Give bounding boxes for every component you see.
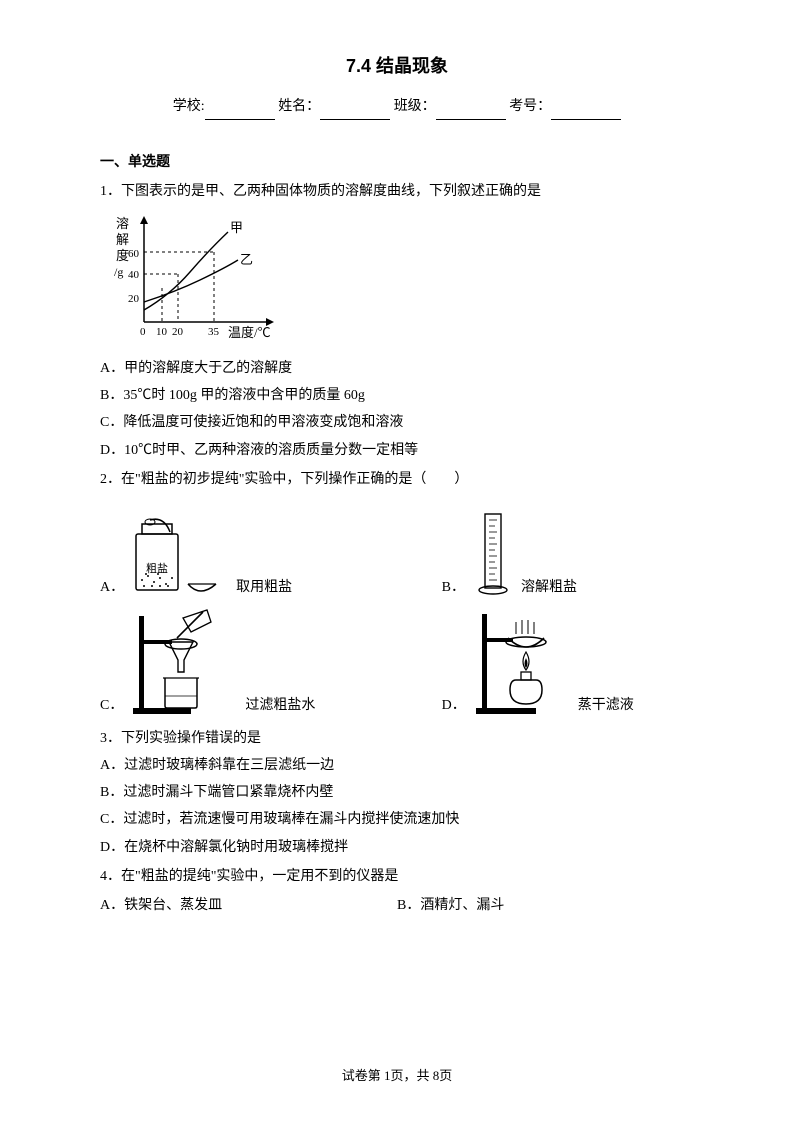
xtick-0: 0 (140, 326, 146, 338)
examno-label: 考号： (509, 99, 551, 114)
class-label: 班级： (394, 99, 436, 114)
y-label-1: 溶 (116, 216, 129, 231)
q3-opt-a: A．过滤时玻璃棒斜靠在三层滤纸一边 (100, 753, 694, 778)
q1-opt-b: B．35℃时 100g 甲的溶液中含甲的质量 60g (100, 383, 694, 408)
q2-c-caption: 过滤粗盐水 (245, 693, 315, 718)
q1-opt-a: A．甲的溶解度大于乙的溶解度 (100, 356, 694, 381)
name-label: 姓名： (278, 99, 320, 114)
solubility-chart: 溶 解 度 /g 60 40 20 0 10 20 35 (110, 210, 694, 350)
q4-stem: 4．在"粗盐的提纯"实验中，一定用不到的仪器是 (100, 864, 694, 889)
q2-c-label: C． (100, 693, 123, 718)
x-axis-label: 温度/℃ (228, 325, 271, 340)
class-blank (436, 102, 506, 120)
q2-b-caption: 溶解粗盐 (521, 575, 577, 600)
q3-opt-c: C．过滤时，若流速慢可用玻璃棒在漏斗内搅拌使流速加快 (100, 807, 694, 832)
school-label: 学校: (173, 99, 205, 114)
series-jia-label: 甲 (230, 220, 243, 235)
question-1: 1．下图表示的是甲、乙两种固体物质的溶解度曲线，下列叙述正确的是 溶 解 度 /… (100, 179, 694, 463)
q2-b-figure (471, 508, 515, 600)
y-arrow (140, 216, 148, 224)
q4-opt-a: A．铁架台、蒸发皿 (100, 893, 397, 918)
examno-blank (551, 102, 621, 120)
ytick-60: 60 (128, 248, 140, 260)
question-4: 4．在"粗盐的提纯"实验中，一定用不到的仪器是 A．铁架台、蒸发皿 B．酒精灯、… (100, 864, 694, 920)
q2-b-label: B． (442, 575, 465, 600)
school-blank (205, 102, 275, 120)
series-yi-label: 乙 (240, 252, 253, 267)
page-footer: 试卷第 1页，共 8页 (0, 1064, 794, 1087)
name-blank (320, 102, 390, 120)
q2-c-figure (129, 608, 239, 718)
q1-opt-d: D．10℃时甲、乙两种溶液的溶质质量分数一定相等 (100, 438, 694, 463)
xtick-20: 20 (172, 326, 184, 338)
q3-opt-d: D．在烧杯中溶解氯化钠时用玻璃棒搅拌 (100, 835, 694, 860)
question-3: 3．下列实验操作错误的是 A．过滤时玻璃棒斜靠在三层滤纸一边 B．过滤时漏斗下端… (100, 726, 694, 860)
xtick-10: 10 (156, 326, 168, 338)
ytick-40: 40 (128, 269, 140, 281)
section-1-heading: 一、单选题 (100, 150, 694, 175)
question-2: 2．在"粗盐的初步提纯"实验中，下列操作正确的是（ ） A． 粗盐 (100, 467, 694, 718)
q2-d-caption: 蒸干滤液 (578, 693, 634, 718)
q2-a-caption: 取用粗盐 (236, 575, 292, 600)
page-title: 7.4 结晶现象 (100, 50, 694, 82)
student-info-line: 学校: 姓名： 班级： 考号： (100, 94, 694, 119)
q2-d-label: D． (442, 693, 466, 718)
q1-opt-c: C．降低温度可使接近饱和的甲溶液变成饱和溶液 (100, 410, 694, 435)
q2-d-figure (472, 608, 572, 718)
q2-a-figure: 粗盐 (130, 518, 230, 600)
xtick-35: 35 (208, 326, 220, 338)
curve-yi (144, 260, 238, 302)
svg-text:粗盐: 粗盐 (146, 562, 168, 575)
y-unit: /g (114, 265, 123, 279)
q3-stem: 3．下列实验操作错误的是 (100, 726, 694, 751)
y-label-2: 解 (116, 232, 129, 247)
q2-a-label: A． (100, 575, 124, 600)
q3-opt-b: B．过滤时漏斗下端管口紧靠烧杯内壁 (100, 780, 694, 805)
q1-stem: 1．下图表示的是甲、乙两种固体物质的溶解度曲线，下列叙述正确的是 (100, 179, 694, 204)
ytick-20: 20 (128, 293, 140, 305)
q4-opt-b: B．酒精灯、漏斗 (397, 893, 694, 918)
q2-stem: 2．在"粗盐的初步提纯"实验中，下列操作正确的是（ ） (100, 467, 694, 492)
